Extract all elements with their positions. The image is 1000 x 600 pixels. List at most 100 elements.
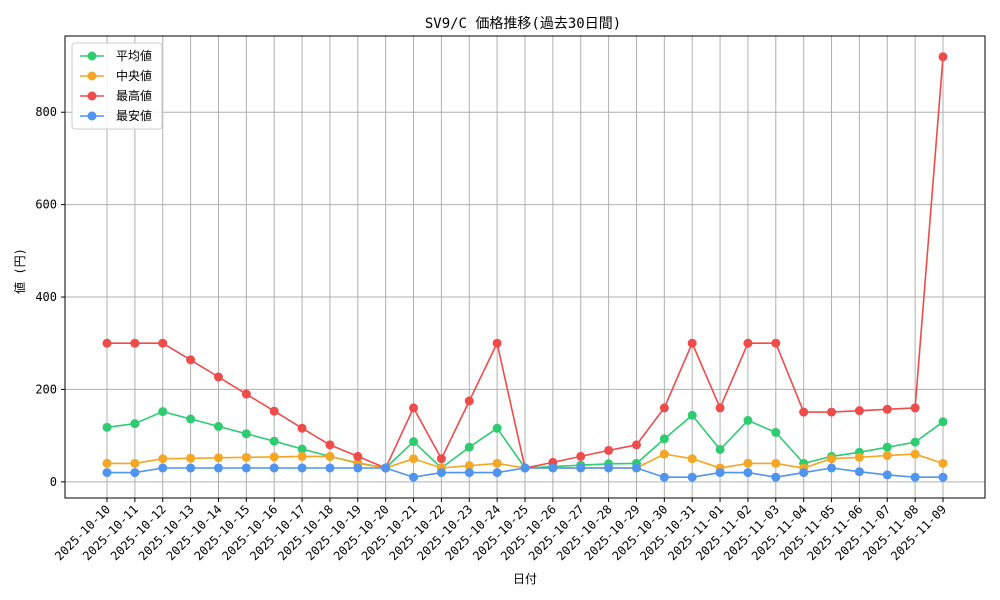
data-point [743,468,753,478]
data-point [854,452,864,462]
data-point [799,468,809,478]
data-point [631,463,641,473]
data-point [687,338,697,348]
data-point [882,450,892,460]
legend-item: 最高値 [80,88,152,103]
data-point [715,403,725,413]
data-point [743,338,753,348]
data-point [938,472,948,482]
data-point [269,452,279,462]
y-tick-label: 200 [35,382,57,396]
data-point [910,403,920,413]
data-point [659,403,669,413]
series-layer [102,52,948,482]
data-point [186,463,196,473]
data-point [130,458,140,468]
data-point [102,468,112,478]
data-point [910,437,920,447]
data-point [687,454,697,464]
data-point [910,472,920,482]
data-point [576,451,586,461]
data-point [687,410,697,420]
series-3 [102,463,948,482]
y-axis: 0 200 400 600 800 [35,105,65,489]
data-point [659,434,669,444]
data-point [158,463,168,473]
data-point [492,423,502,433]
data-point [186,453,196,463]
data-point [771,472,781,482]
data-point [241,463,251,473]
legend-item: 中央値 [80,68,152,83]
data-point [297,463,307,473]
data-point [158,407,168,417]
data-point [241,452,251,462]
data-point [353,463,363,473]
data-point [715,468,725,478]
x-axis: 2025-10-102025-10-112025-10-122025-10-13… [52,498,949,563]
data-point [882,470,892,480]
data-point [297,423,307,433]
data-point [827,407,837,417]
data-point [938,458,948,468]
legend-label: 最安値 [116,108,152,123]
data-point [102,458,112,468]
data-point [799,407,809,417]
legend-marker [87,111,97,121]
data-point [436,468,446,478]
legend-item: 平均値 [80,48,152,63]
y-tick-label: 0 [50,475,57,489]
legend-box [71,42,163,130]
data-point [213,463,223,473]
data-point [604,463,614,473]
data-point [854,406,864,416]
data-point [158,338,168,348]
data-point [353,451,363,461]
legend-marker [87,91,97,101]
data-point [269,436,279,446]
data-point [548,463,558,473]
data-point [882,442,892,452]
data-point [297,444,307,454]
data-point [409,472,419,482]
data-point [604,445,614,455]
data-point [520,463,530,473]
data-point [492,458,502,468]
data-point [464,468,474,478]
data-point [687,472,697,482]
data-point [827,454,837,464]
data-point [715,444,725,454]
data-point [771,427,781,437]
data-point [882,404,892,414]
legend-item: 最安値 [80,108,152,123]
data-point [743,458,753,468]
data-point [213,421,223,431]
data-point [436,454,446,464]
data-point [241,389,251,399]
data-point [158,454,168,464]
data-point [381,463,391,473]
data-point [659,472,669,482]
data-point [409,403,419,413]
data-point [910,449,920,459]
data-point [659,449,669,459]
data-point [743,415,753,425]
x-axis-title: 日付 [513,572,537,586]
data-point [130,468,140,478]
data-point [130,419,140,429]
data-point [492,468,502,478]
data-point [854,467,864,477]
data-point [241,429,251,439]
legend-label: 中央値 [116,68,152,83]
data-point [827,463,837,473]
data-point [130,338,140,348]
data-point [771,338,781,348]
y-axis-title: 値 (円) [12,248,27,294]
legend-marker [87,71,97,81]
data-point [771,458,781,468]
legend-label: 最高値 [116,88,152,103]
data-point [102,338,112,348]
